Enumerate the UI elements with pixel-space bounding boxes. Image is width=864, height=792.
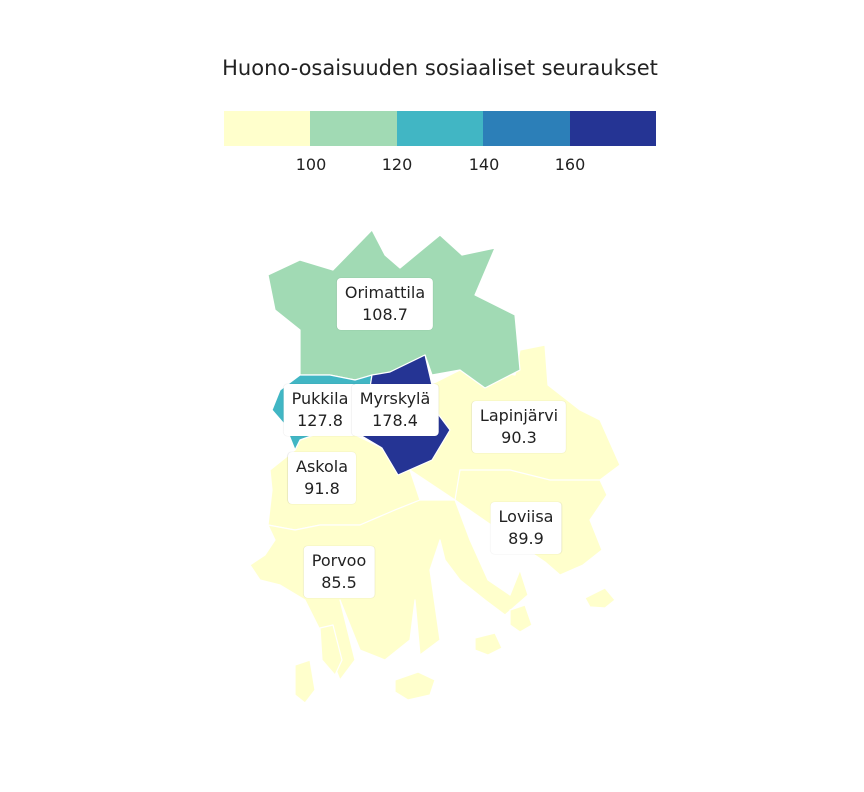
legend-swatch-5 xyxy=(569,111,657,146)
legend-tick-140: 140 xyxy=(468,155,500,174)
label-porvoo-value: 85.5 xyxy=(321,573,357,592)
legend-swatch-3 xyxy=(396,111,484,146)
label-askola: Askola 91.8 xyxy=(287,452,357,504)
label-lapinjarvi: Lapinjärvi 90.3 xyxy=(471,401,567,453)
region-island xyxy=(474,632,503,656)
label-askola-value: 91.8 xyxy=(304,479,340,498)
color-legend xyxy=(224,111,657,146)
region-island xyxy=(319,624,343,676)
label-pukkila-value: 127.8 xyxy=(297,411,343,430)
chart-title: Huono-osaisuuden sosiaaliset seuraukset xyxy=(222,56,658,80)
label-lapinjarvi-name: Lapinjärvi xyxy=(479,406,559,425)
label-myrskyla-value: 178.4 xyxy=(372,411,418,430)
legend-tick-120: 120 xyxy=(381,155,413,174)
label-lapinjarvi-value: 90.3 xyxy=(501,428,537,447)
legend-swatch-2 xyxy=(310,111,397,146)
label-porvoo: Porvoo 85.5 xyxy=(303,546,375,598)
legend-tick-100: 100 xyxy=(295,155,327,174)
label-pukkila-name: Pukkila xyxy=(291,389,349,408)
legend-swatch-4 xyxy=(483,111,570,146)
label-myrskyla-name: Myrskylä xyxy=(359,389,431,408)
label-myrskyla: Myrskylä 178.4 xyxy=(351,384,439,436)
label-loviisa: Loviisa 89.9 xyxy=(490,502,562,554)
label-pukkila: Pukkila 127.8 xyxy=(283,384,357,436)
label-loviisa-value: 89.9 xyxy=(508,529,544,548)
legend-swatch-1 xyxy=(224,111,311,146)
label-orimattila-name: Orimattila xyxy=(344,283,426,302)
legend-tick-160: 160 xyxy=(554,155,586,174)
label-porvoo-name: Porvoo xyxy=(311,551,367,570)
region-island xyxy=(509,604,533,633)
region-island xyxy=(394,671,436,701)
label-loviisa-name: Loviisa xyxy=(498,507,554,526)
label-askola-name: Askola xyxy=(295,457,349,476)
region-island xyxy=(584,587,616,609)
label-orimattila: Orimattila 108.7 xyxy=(336,278,434,330)
region-island xyxy=(294,659,316,704)
region-porvoo[interactable] xyxy=(249,499,529,681)
label-orimattila-value: 108.7 xyxy=(362,305,408,324)
